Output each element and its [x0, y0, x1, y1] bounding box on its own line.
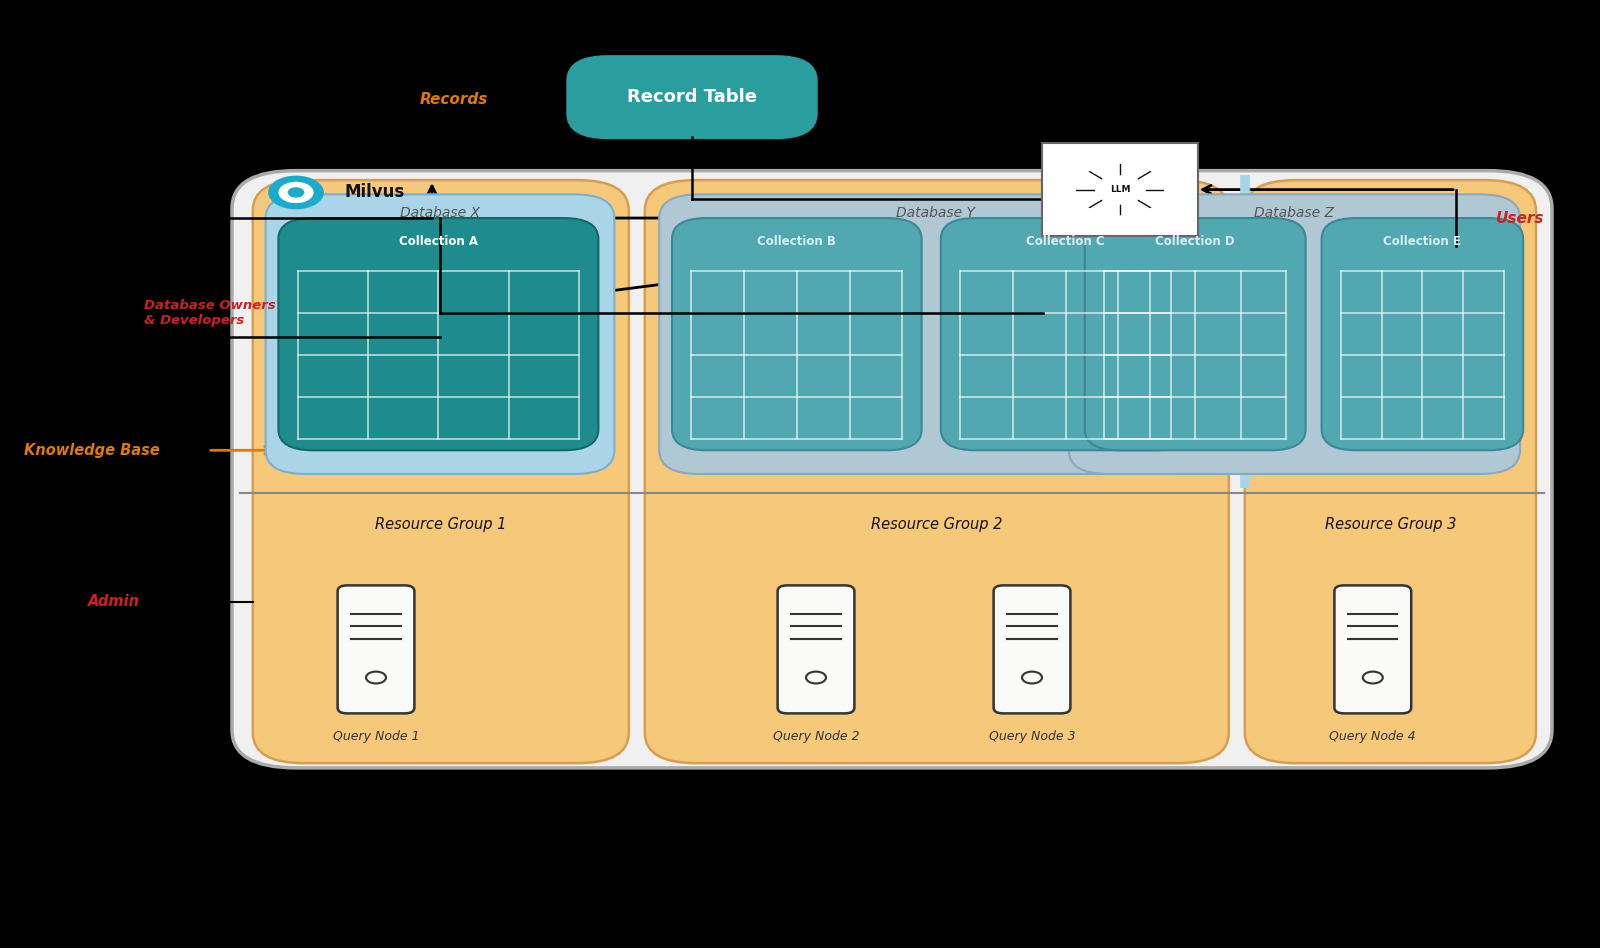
FancyBboxPatch shape: [659, 194, 1213, 474]
Text: Database Owners
& Developers: Database Owners & Developers: [144, 299, 275, 327]
Text: Admin: Admin: [88, 594, 141, 610]
FancyBboxPatch shape: [338, 585, 414, 714]
Text: Resource Group 1: Resource Group 1: [374, 517, 507, 532]
FancyBboxPatch shape: [1322, 218, 1523, 450]
FancyBboxPatch shape: [1042, 143, 1198, 236]
Text: Collection A: Collection A: [398, 235, 478, 248]
Circle shape: [288, 188, 304, 197]
Circle shape: [269, 176, 323, 209]
Text: Database Z: Database Z: [1254, 206, 1334, 220]
FancyBboxPatch shape: [778, 585, 854, 714]
Text: Query Node 2: Query Node 2: [773, 730, 859, 743]
FancyBboxPatch shape: [253, 180, 629, 763]
Circle shape: [1050, 182, 1075, 197]
FancyBboxPatch shape: [278, 218, 598, 450]
Text: Milvus: Milvus: [344, 184, 405, 201]
Circle shape: [1107, 216, 1133, 231]
FancyBboxPatch shape: [266, 194, 614, 474]
Text: Collection C: Collection C: [1026, 235, 1106, 248]
FancyBboxPatch shape: [645, 180, 1229, 763]
Text: Query Node 3: Query Node 3: [989, 730, 1075, 743]
Text: Collection D: Collection D: [1155, 235, 1235, 248]
Circle shape: [1067, 158, 1093, 173]
Text: Users: Users: [1496, 210, 1544, 226]
Text: Database X: Database X: [400, 206, 480, 220]
Text: Collection B: Collection B: [757, 235, 837, 248]
Circle shape: [1094, 174, 1146, 205]
Text: Collection E: Collection E: [1384, 235, 1461, 248]
Circle shape: [1165, 182, 1190, 197]
Circle shape: [278, 182, 314, 203]
Text: Resource Group 3: Resource Group 3: [1325, 517, 1456, 532]
FancyBboxPatch shape: [1069, 194, 1520, 474]
Text: Record Table: Record Table: [627, 88, 757, 106]
Text: Knowledge Base: Knowledge Base: [24, 443, 160, 458]
FancyBboxPatch shape: [1085, 218, 1306, 450]
Text: Records: Records: [419, 92, 488, 107]
FancyBboxPatch shape: [941, 218, 1190, 450]
Text: Resource Group 2: Resource Group 2: [870, 517, 1003, 532]
Circle shape: [1147, 206, 1173, 221]
FancyBboxPatch shape: [672, 218, 922, 450]
Text: LLM: LLM: [1110, 185, 1130, 194]
Text: Query Node 1: Query Node 1: [333, 730, 419, 743]
Text: Query Node 4: Query Node 4: [1330, 730, 1416, 743]
FancyBboxPatch shape: [994, 585, 1070, 714]
FancyBboxPatch shape: [232, 171, 1552, 768]
FancyBboxPatch shape: [1245, 180, 1536, 763]
Circle shape: [1107, 148, 1133, 163]
Circle shape: [1067, 206, 1093, 221]
Circle shape: [1147, 158, 1173, 173]
Text: Database Y: Database Y: [896, 206, 976, 220]
FancyBboxPatch shape: [1334, 585, 1411, 714]
FancyBboxPatch shape: [568, 57, 816, 137]
